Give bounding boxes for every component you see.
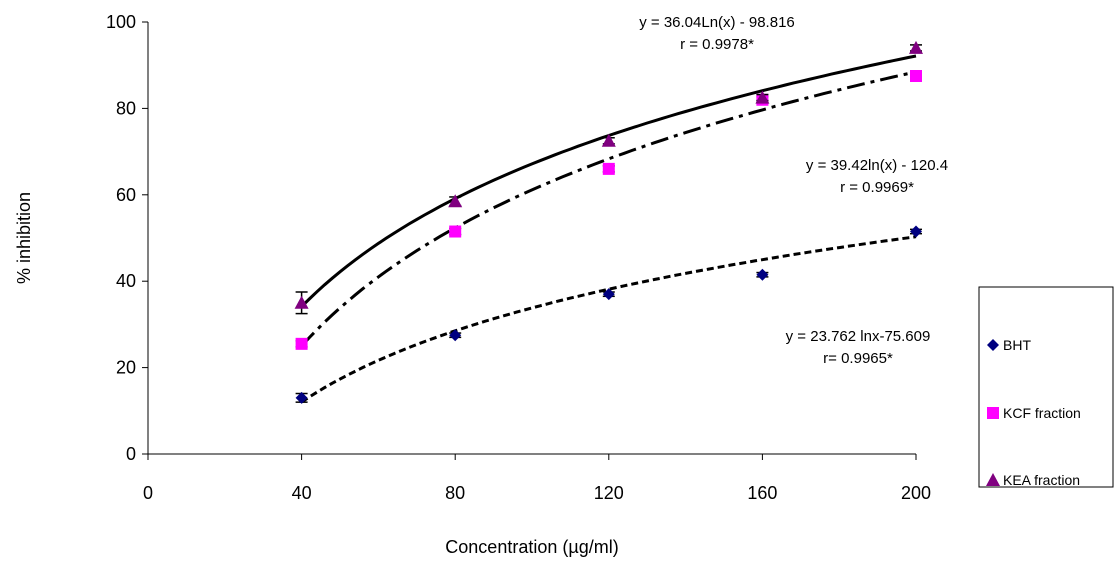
x-tick-label: 40 [292, 483, 312, 503]
point-kcf-fraction [602, 162, 615, 175]
equation-annotations: y = 23.762 lnx-75.609 r= 0.9965* y = 39.42… [639, 14, 948, 367]
point-kea-fraction [601, 133, 616, 147]
legend-marker-kea-fraction [986, 473, 1000, 486]
x-tick-label: 0 [143, 483, 153, 503]
point-kea-fraction [294, 295, 309, 309]
equation-label-bht: y = 23.762 lnx-75.609 [786, 328, 931, 345]
point-bht [295, 391, 308, 404]
y-tick-label: 40 [116, 271, 136, 291]
axes: 0 20 40 60 80 100 0 40 80 120 160 200 [106, 12, 931, 503]
y-tick-label: 60 [116, 185, 136, 205]
point-kcf-fraction [910, 70, 922, 82]
r-value-label-kea-fraction: r = 0.9978* [680, 36, 754, 53]
point-kea-fraction [755, 90, 770, 104]
x-axis-title: Concentration (µg/ml) [445, 537, 618, 557]
legend-label-bht: BHT [1003, 337, 1031, 353]
point-kea-fraction [909, 40, 923, 54]
x-tick-label: 80 [445, 483, 465, 503]
x-tick-label: 160 [747, 483, 777, 503]
point-kea-fraction [448, 194, 463, 208]
point-bht [449, 329, 462, 342]
y-tick-label: 80 [116, 98, 136, 118]
trendline-bht [300, 235, 917, 404]
x-tick-label: 200 [901, 483, 931, 503]
legend-box [978, 286, 1114, 488]
data-marks [294, 40, 923, 404]
legend-label-kea-fraction: KEA fraction [1003, 472, 1080, 488]
r-value-label-kcf-fraction: r = 0.9969* [840, 179, 914, 196]
point-kcf-fraction [449, 225, 462, 238]
point-bht [910, 225, 922, 238]
y-tick-label: 100 [106, 12, 136, 32]
r-value-label-bht: r= 0.9965* [823, 350, 893, 367]
legend-marker-kcf-fraction [987, 407, 999, 419]
y-axis-title: % inhibition [14, 192, 34, 284]
legend-marker-bht [987, 339, 999, 351]
point-bht [756, 268, 769, 281]
equation-label-kcf-fraction: y = 39.42ln(x) - 120.4 [806, 157, 948, 174]
x-tick-label: 120 [594, 483, 624, 503]
trendline-kcf-fraction [300, 70, 917, 347]
legend: BHT KCF fraction KEA fraction [978, 286, 1114, 488]
legend-label-kcf-fraction: KCF fraction [1003, 405, 1081, 421]
y-tick-label: 0 [126, 444, 136, 464]
point-kcf-fraction [295, 337, 308, 350]
y-tick-label: 20 [116, 358, 136, 378]
equation-label-kea-fraction: y = 36.04Ln(x) - 98.816 [639, 14, 795, 31]
point-bht [602, 288, 615, 301]
